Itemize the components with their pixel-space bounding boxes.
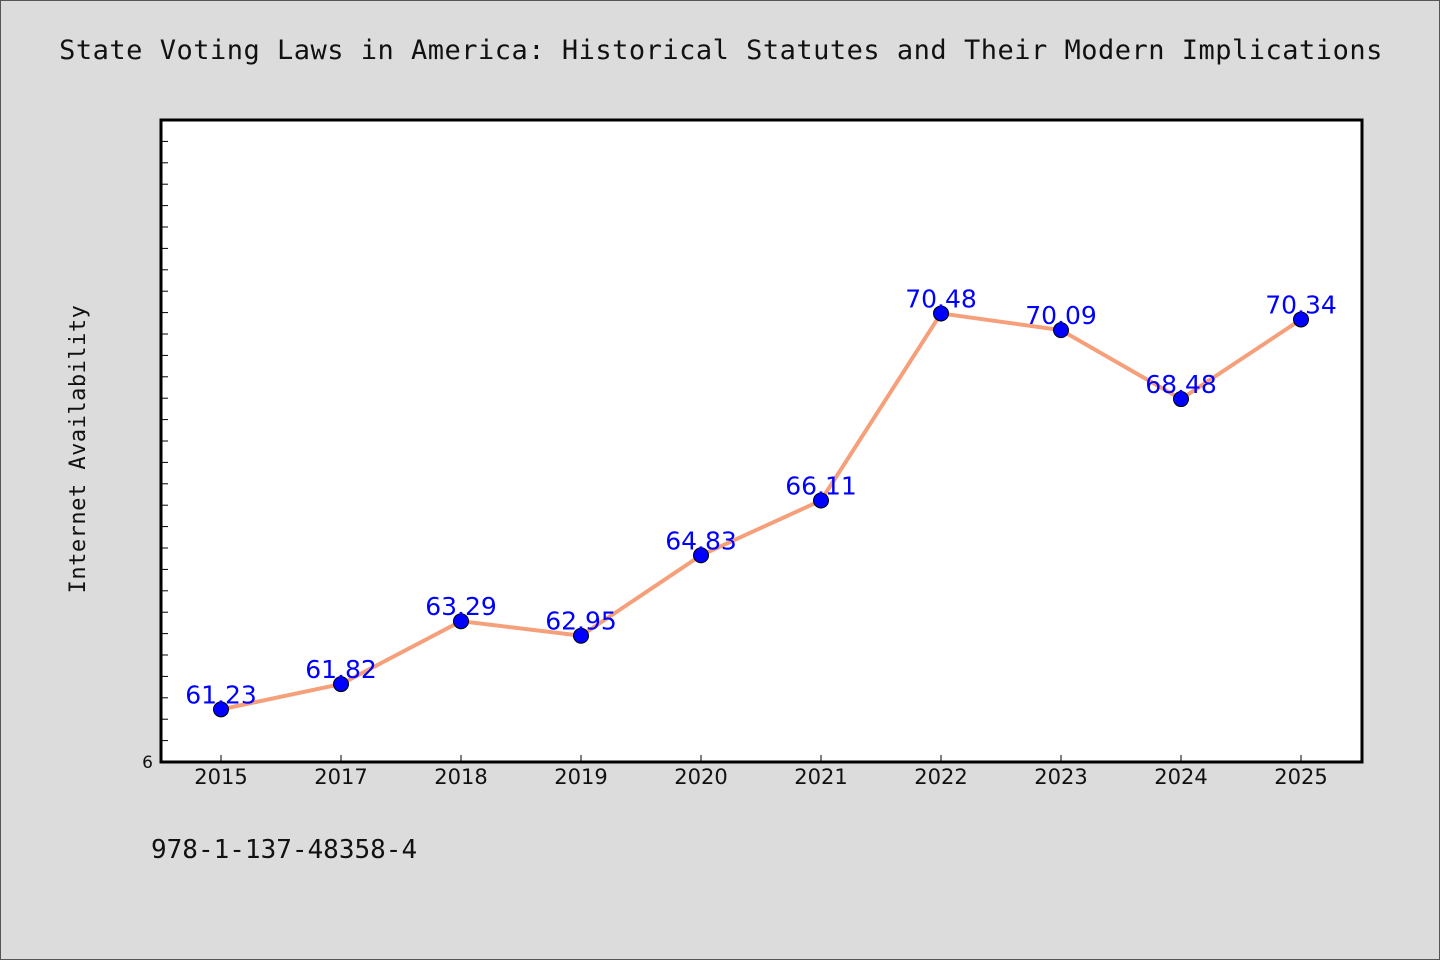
x-tick-label: 2020 — [674, 765, 727, 789]
data-point — [813, 492, 829, 509]
y-axis-tick-labels: 6 — [142, 753, 153, 773]
x-tick-label: 2019 — [554, 765, 607, 789]
plot-area — [159, 118, 1364, 764]
data-label: 68.48 — [1145, 370, 1217, 399]
series-line — [219, 311, 1303, 712]
y-axis-title: Internet Availability — [66, 305, 91, 594]
data-label: 64.83 — [665, 526, 737, 555]
data-point — [573, 627, 589, 644]
x-tick-label: 2024 — [1154, 765, 1207, 789]
y-axis-ticks — [161, 140, 168, 742]
x-tick-label: 2025 — [1274, 765, 1327, 789]
data-label: 61.82 — [305, 655, 377, 684]
data-point — [333, 676, 349, 693]
x-tick-label: 2021 — [794, 765, 847, 789]
data-point — [213, 701, 229, 718]
isbn-text: 978-1-137-48358-4 — [151, 835, 418, 865]
data-label: 70.48 — [905, 284, 977, 313]
data-label: 63.29 — [425, 592, 497, 621]
data-label: 61.23 — [185, 680, 257, 709]
data-point — [1173, 391, 1189, 408]
data-label: 70.09 — [1025, 301, 1097, 330]
y-tick-label: 6 — [142, 753, 153, 773]
x-axis-ticks — [220, 755, 1302, 762]
x-tick-label: 2015 — [194, 765, 247, 789]
x-axis-tick-labels: 2015 2017 2018 2019 2020 2021 2022 2023 2024 2025 — [194, 765, 1327, 789]
chart-title: State Voting Laws in America: Historical… — [59, 35, 1383, 66]
data-labels: 61.23 61.82 63.29 62.95 64.83 66.11 70.48 70.09… — [185, 284, 1337, 709]
data-point — [453, 613, 469, 630]
x-tick-label: 2017 — [314, 765, 367, 789]
data-label: 62.95 — [545, 607, 617, 636]
data-label: 70.34 — [1265, 290, 1337, 319]
data-point — [933, 305, 949, 322]
data-markers — [213, 305, 1309, 718]
x-tick-label: 2018 — [434, 765, 487, 789]
data-point — [1293, 311, 1309, 328]
x-tick-label: 2022 — [914, 765, 967, 789]
data-point — [1053, 322, 1069, 339]
data-label: 66.11 — [785, 471, 857, 500]
x-tick-label: 2023 — [1034, 765, 1087, 789]
data-point — [693, 547, 709, 564]
